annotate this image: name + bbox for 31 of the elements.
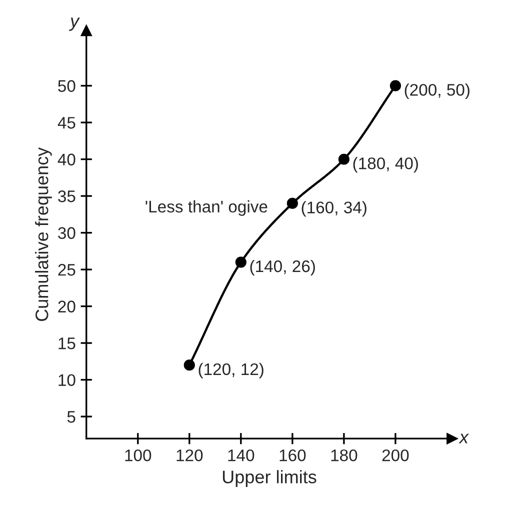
data-label: (180, 40) <box>353 157 418 173</box>
point <box>235 256 246 268</box>
point <box>390 80 402 92</box>
annotation: 'Less than' ogive <box>146 200 268 216</box>
y-tick-label: 20 <box>58 300 76 312</box>
x-axis-title: Upper limits <box>222 470 316 487</box>
x-tick-label: 200 <box>382 449 409 462</box>
x-tick-label: 120 <box>176 449 203 462</box>
data-label: (200, 50) <box>404 84 470 100</box>
y-tick-label: 35 <box>58 190 76 202</box>
y-tick-label: 5 <box>67 411 76 423</box>
y-tick-label: 40 <box>58 154 76 166</box>
point <box>286 198 298 209</box>
y-tick-label: 50 <box>58 80 76 92</box>
data-label: (160, 34) <box>302 201 366 217</box>
text: y <box>68 18 80 31</box>
text: x <box>458 434 469 444</box>
x-tick-label: 180 <box>331 449 358 462</box>
point <box>338 154 350 165</box>
data-label: (140, 26) <box>250 260 315 276</box>
y-tick-label: 45 <box>58 117 76 129</box>
x-tick-label: 160 <box>280 449 306 462</box>
point <box>184 360 195 371</box>
y-tick-label: 30 <box>58 227 76 239</box>
data-label: (120, 12) <box>198 362 264 378</box>
y-tick-label: 25 <box>58 264 76 276</box>
x-tick-label: 140 <box>228 449 254 462</box>
y-axis-title: Cumulative frequency <box>35 147 52 321</box>
y-tick-label: 15 <box>58 338 76 350</box>
y-tick-label: 10 <box>58 374 76 386</box>
x-tick-label: 100 <box>125 449 152 462</box>
